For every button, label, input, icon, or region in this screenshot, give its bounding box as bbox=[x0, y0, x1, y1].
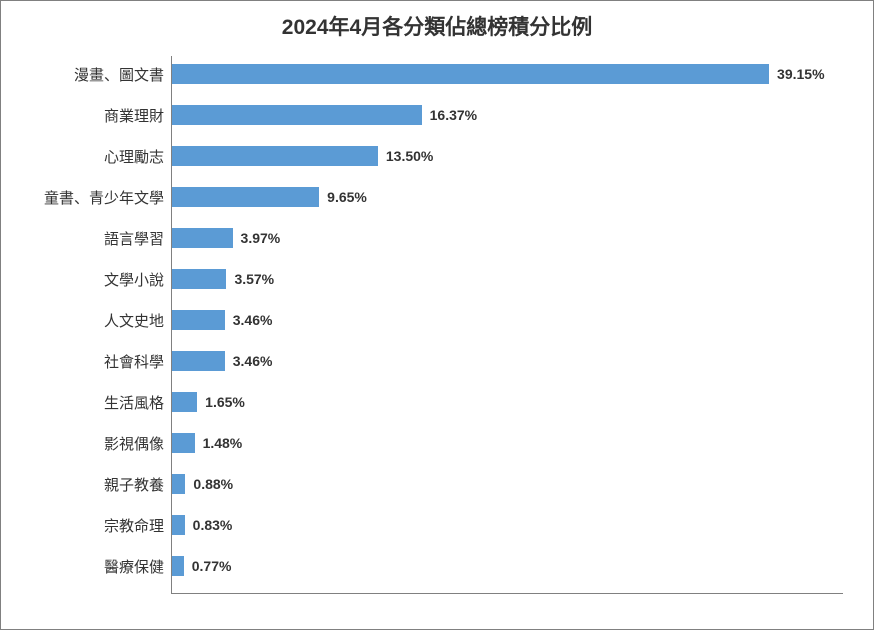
category-label: 心理勵志 bbox=[104, 146, 172, 167]
plot-area: 漫畫、圖文書39.15% 商業理財16.37% 心理勵志13.50% 童書、青少年文學… bbox=[171, 56, 843, 594]
value-label: 3.46% bbox=[225, 353, 273, 369]
bar-row: 文學小說3.57% bbox=[172, 269, 843, 289]
category-label: 語言學習 bbox=[104, 228, 172, 249]
value-label: 39.15% bbox=[769, 66, 824, 82]
category-label: 文學小說 bbox=[104, 269, 172, 290]
value-label: 13.50% bbox=[378, 148, 433, 164]
bar-row: 影視偶像1.48% bbox=[172, 433, 843, 453]
bar bbox=[172, 392, 197, 412]
bar bbox=[172, 146, 378, 166]
bar-row: 親子教養0.88% bbox=[172, 474, 843, 494]
bar bbox=[172, 474, 185, 494]
bar-row: 社會科學3.46% bbox=[172, 351, 843, 371]
value-label: 9.65% bbox=[319, 189, 367, 205]
bar-row: 生活風格1.65% bbox=[172, 392, 843, 412]
bar bbox=[172, 187, 319, 207]
bar-row: 商業理財16.37% bbox=[172, 105, 843, 125]
bar-row: 童書、青少年文學9.65% bbox=[172, 187, 843, 207]
chart-container: 2024年4月各分類佔總榜積分比例 漫畫、圖文書39.15%商業理財16.37%… bbox=[0, 0, 874, 630]
bar bbox=[172, 515, 185, 535]
category-label: 童書、青少年文學 bbox=[44, 187, 172, 208]
category-label: 醫療保健 bbox=[104, 556, 172, 577]
bar-row: 語言學習3.97% bbox=[172, 228, 843, 248]
bar-row: 心理勵志13.50% bbox=[172, 146, 843, 166]
category-label: 漫畫、圖文書 bbox=[74, 64, 172, 85]
category-label: 商業理財 bbox=[104, 105, 172, 126]
chart-title: 2024年4月各分類佔總榜積分比例 bbox=[1, 1, 873, 47]
value-label: 0.77% bbox=[184, 558, 232, 574]
bar bbox=[172, 433, 195, 453]
bar bbox=[172, 556, 184, 576]
category-label: 親子教養 bbox=[104, 474, 172, 495]
value-label: 1.65% bbox=[197, 394, 245, 410]
value-label: 3.57% bbox=[226, 271, 274, 287]
bar-row: 醫療保健0.77% bbox=[172, 556, 843, 576]
bar-row: 人文史地3.46% bbox=[172, 310, 843, 330]
value-label: 16.37% bbox=[422, 107, 477, 123]
bar bbox=[172, 351, 225, 371]
category-label: 社會科學 bbox=[104, 351, 172, 372]
bar bbox=[172, 64, 769, 84]
bar-row: 漫畫、圖文書39.15% bbox=[172, 64, 843, 84]
category-label: 宗教命理 bbox=[104, 515, 172, 536]
value-label: 3.97% bbox=[233, 230, 281, 246]
bar bbox=[172, 310, 225, 330]
category-label: 影視偶像 bbox=[104, 433, 172, 454]
category-label: 生活風格 bbox=[104, 392, 172, 413]
value-label: 0.83% bbox=[185, 517, 233, 533]
bar bbox=[172, 269, 226, 289]
value-label: 0.88% bbox=[185, 476, 233, 492]
bar bbox=[172, 228, 233, 248]
value-label: 3.46% bbox=[225, 312, 273, 328]
bar-row: 宗教命理0.83% bbox=[172, 515, 843, 535]
bar bbox=[172, 105, 422, 125]
category-label: 人文史地 bbox=[104, 310, 172, 331]
value-label: 1.48% bbox=[195, 435, 243, 451]
